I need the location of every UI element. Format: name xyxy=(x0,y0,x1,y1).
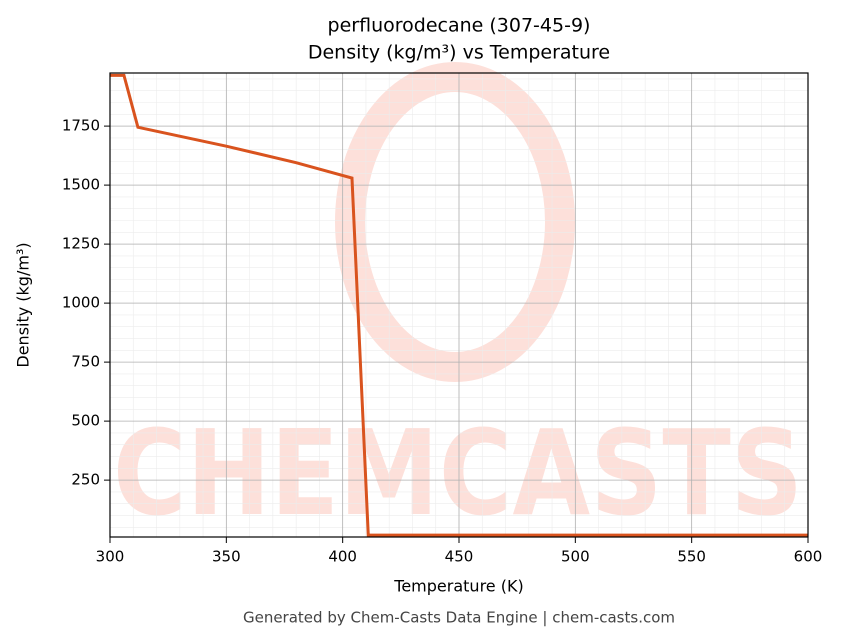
y-tick-label: 1750 xyxy=(62,117,100,135)
x-tick-label: 400 xyxy=(328,548,357,566)
y-tick-label: 1500 xyxy=(62,176,100,194)
y-tick-label: 250 xyxy=(71,471,100,489)
x-tick-label: 500 xyxy=(561,548,590,566)
chart-subtitle: Density (kg/m³) vs Temperature xyxy=(308,42,610,64)
y-axis-label: Density (kg/m³) xyxy=(14,242,33,367)
y-tick-label: 500 xyxy=(71,412,100,430)
plot-frame xyxy=(109,72,809,538)
x-tick-label: 450 xyxy=(445,548,474,566)
x-axis-label: Temperature (K) xyxy=(393,577,523,596)
x-tick-label: 550 xyxy=(677,548,706,566)
watermark: CHEMCASTS xyxy=(113,404,803,542)
y-tick-label: 1250 xyxy=(62,235,100,253)
footer: Generated by Chem-Casts Data Engine | ch… xyxy=(243,609,675,627)
x-tick-label: 300 xyxy=(96,548,125,566)
chart-title: perfluorodecane (307-45-9) xyxy=(328,15,591,37)
data-line xyxy=(110,73,808,537)
y-tick-label: 750 xyxy=(71,353,100,371)
x-tick-label: 600 xyxy=(794,548,823,566)
watermark-ring xyxy=(335,62,575,382)
x-tick-label: 350 xyxy=(212,548,241,566)
y-tick-label: 1000 xyxy=(62,294,100,312)
